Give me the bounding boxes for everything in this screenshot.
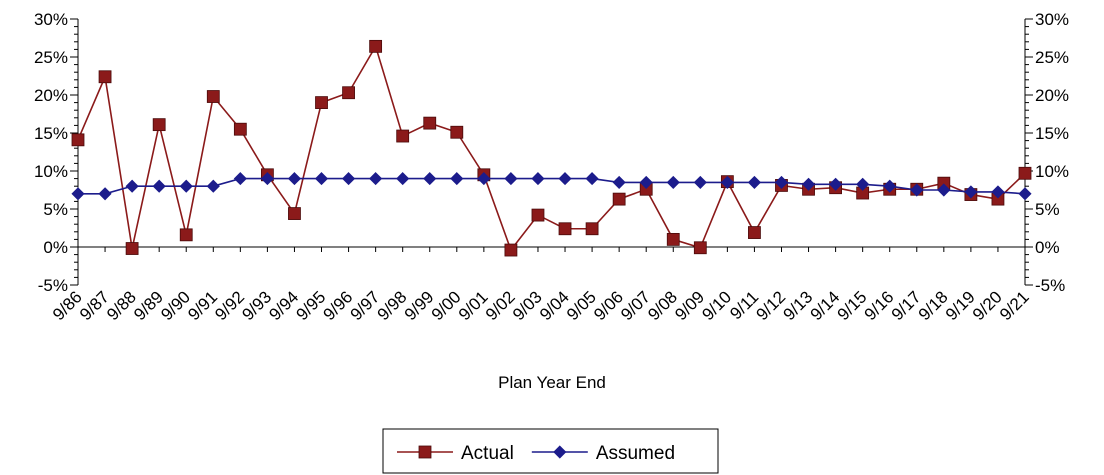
data-point-assumed (829, 177, 843, 191)
legend-marker-actual (418, 445, 432, 459)
data-point-actual (288, 207, 301, 220)
y-tick-label-left: 15% (34, 124, 68, 143)
data-point-assumed (585, 172, 599, 186)
x-tick-label: 9/21 (996, 287, 1033, 324)
y-tick-label-right: 20% (1035, 86, 1069, 105)
data-point-assumed (152, 179, 166, 193)
data-point-actual (152, 118, 166, 132)
data-point-assumed (179, 179, 193, 193)
y-tick-label-right: 5% (1035, 200, 1060, 219)
data-point-actual (423, 116, 437, 130)
data-point-assumed (369, 172, 383, 186)
axes (70, 18, 1033, 286)
data-point-assumed (98, 187, 112, 201)
data-point-assumed (233, 172, 247, 186)
data-point-assumed (801, 177, 816, 191)
data-point-assumed (504, 172, 518, 186)
tick-labels: -5% -5% 0% 0% 5% 5% 10% 10% 15% 15% 20% 20% 25% 25% 30… (34, 10, 1069, 324)
y-tick-label-right: 30% (1035, 10, 1069, 29)
data-point-assumed (883, 179, 897, 193)
data-point-actual (233, 122, 247, 136)
data-point-assumed (991, 185, 1005, 199)
data-point-assumed (71, 187, 85, 201)
data-point-assumed (747, 175, 761, 189)
data-point-actual (1018, 166, 1032, 180)
data-point-assumed (964, 185, 978, 199)
data-point-actual (342, 86, 355, 100)
legend-item-assumed: Assumed (531, 443, 675, 464)
series-assumed (71, 172, 1032, 201)
data-point-actual (125, 242, 139, 255)
data-point-assumed (937, 183, 951, 197)
data-point-assumed (423, 172, 437, 186)
series-layer (71, 39, 1032, 257)
data-point-assumed (531, 172, 545, 186)
data-point-assumed (558, 172, 572, 186)
y-tick-label-right: 15% (1035, 124, 1069, 143)
y-tick-label-right: 25% (1035, 48, 1069, 67)
data-point-assumed (666, 175, 680, 189)
y-tick-label-left: -5% (38, 276, 68, 295)
series-actual (71, 39, 1032, 257)
data-point-assumed (693, 175, 707, 189)
data-point-assumed (396, 172, 410, 186)
data-point-actual (666, 232, 680, 246)
data-point-actual (71, 133, 85, 147)
data-point-assumed (450, 172, 464, 186)
x-axis-title: Plan Year End (498, 373, 606, 392)
legend-item-actual: Actual (397, 443, 514, 464)
data-point-assumed (125, 179, 139, 193)
series-line-assumed (78, 177, 1026, 195)
data-point-actual (315, 96, 328, 109)
data-point-assumed (856, 177, 870, 191)
y-tick-label-left: 10% (34, 162, 68, 181)
data-point-actual (748, 226, 761, 239)
data-point-actual (531, 208, 545, 222)
data-point-actual (369, 39, 383, 53)
data-point-assumed (910, 183, 924, 197)
legend-label-actual: Actual (461, 443, 514, 464)
data-point-assumed (774, 175, 789, 189)
data-point-actual (585, 222, 599, 236)
legend: Actual Assumed (382, 428, 719, 474)
y-tick-label-right: 10% (1035, 162, 1069, 181)
y-tick-label-left: 30% (34, 10, 68, 29)
data-point-assumed (342, 172, 356, 186)
data-point-assumed (260, 172, 274, 186)
y-tick-label-right: -5% (1035, 276, 1065, 295)
data-point-actual (98, 70, 112, 84)
y-tick-label-left: 0% (43, 238, 68, 257)
data-point-assumed (206, 179, 220, 193)
y-tick-label-left: 20% (34, 86, 68, 105)
legend-label-assumed: Assumed (596, 443, 675, 464)
data-point-actual (396, 129, 410, 143)
data-point-actual (504, 243, 518, 257)
data-point-assumed (720, 175, 734, 189)
data-point-assumed (477, 172, 491, 186)
data-point-assumed (314, 172, 329, 186)
series-line-actual (77, 44, 1026, 252)
data-point-assumed (1018, 187, 1032, 201)
data-point-actual (450, 125, 464, 139)
y-tick-label-left: 5% (43, 200, 68, 219)
data-point-actual (179, 228, 193, 242)
data-point-actual (206, 90, 220, 103)
data-point-assumed (639, 175, 653, 189)
legend-box (382, 428, 719, 474)
y-tick-label-right: 0% (1035, 238, 1060, 257)
y-tick-label-left: 25% (34, 48, 68, 67)
data-point-assumed (287, 172, 302, 186)
data-point-actual (558, 222, 572, 236)
data-point-actual (612, 192, 626, 206)
legend-marker-assumed (553, 445, 567, 459)
data-point-actual (693, 241, 707, 255)
data-point-assumed (612, 175, 626, 189)
